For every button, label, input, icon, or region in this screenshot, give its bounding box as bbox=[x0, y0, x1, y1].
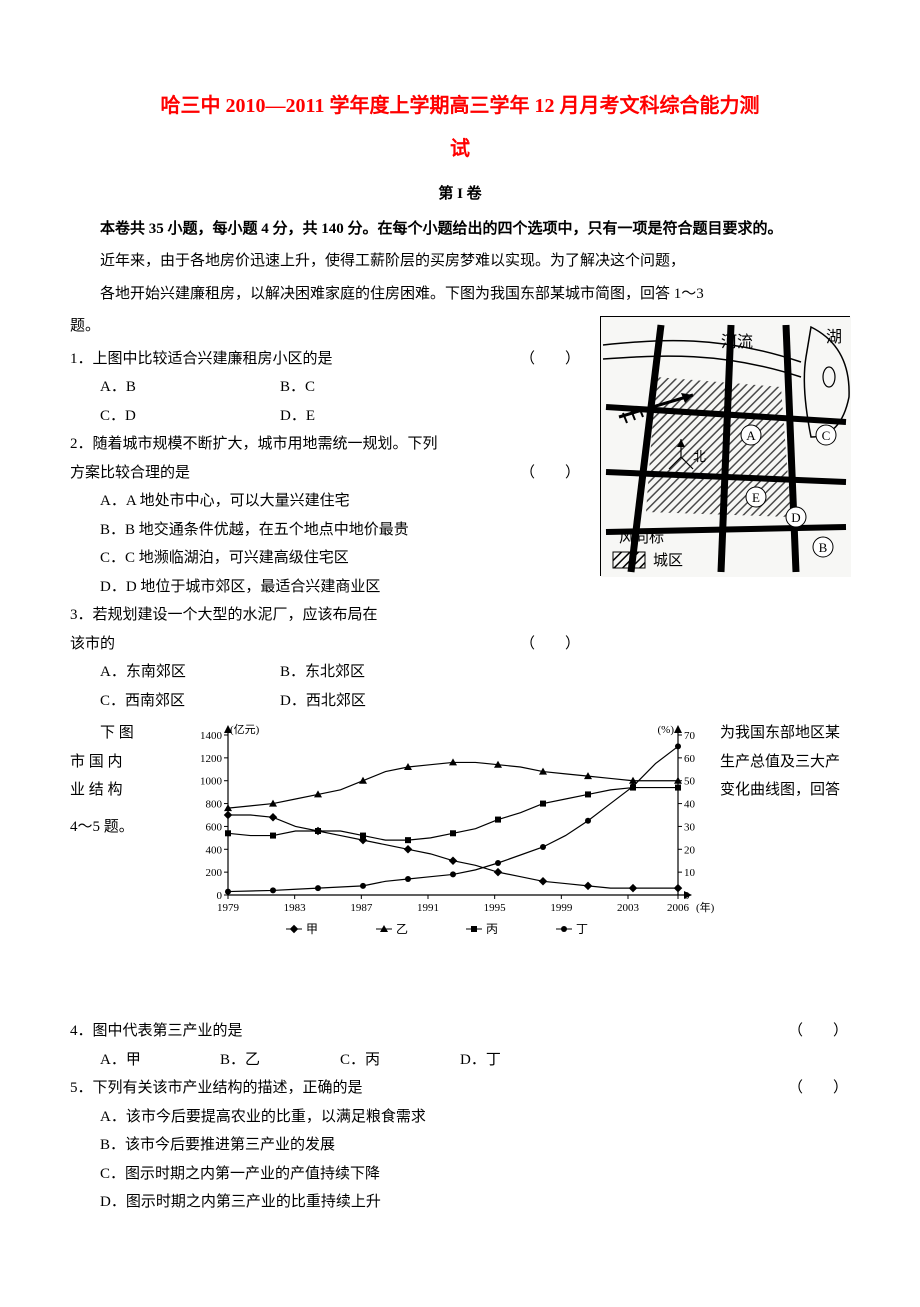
svg-text:1987: 1987 bbox=[350, 902, 373, 914]
map-label-c: C bbox=[822, 428, 831, 443]
svg-text:1991: 1991 bbox=[417, 902, 439, 914]
svg-text:400: 400 bbox=[206, 844, 223, 856]
svg-text:丁: 丁 bbox=[576, 922, 588, 936]
chart-intro-r3: 变化曲线图，回答 bbox=[720, 776, 850, 805]
q3-stem-line1: 3．若规划建设一个大型的水泥厂，应该布局在 bbox=[70, 601, 850, 630]
svg-text:200: 200 bbox=[206, 867, 223, 879]
map-legend-label: 城区 bbox=[653, 552, 683, 569]
svg-text:600: 600 bbox=[206, 821, 223, 833]
q5-opt-a: A．该市今后要提高农业的比重，以满足粮食需求 bbox=[70, 1103, 850, 1132]
svg-text:0: 0 bbox=[684, 890, 690, 902]
svg-text:2006: 2006 bbox=[667, 902, 690, 914]
svg-text:40: 40 bbox=[684, 799, 696, 811]
q5-opt-b: B．该市今后要推进第三产业的发展 bbox=[70, 1131, 850, 1160]
svg-text:丙: 丙 bbox=[486, 922, 498, 936]
chart-block: 下 图 市 国 内 业 结 构 4～5 题。 为我国东部地区某 生产总值及三大产… bbox=[70, 717, 850, 947]
intro-p1: 近年来，由于各地房价迅速上升，使得工薪阶层的买房梦难以实现。为了解决这个问题， bbox=[70, 247, 850, 276]
chart-intro-l1: 下 图 bbox=[70, 719, 180, 748]
q3-options-row1: A．东南郊区B．东北郊区 bbox=[70, 658, 850, 687]
q2-stem-line2: 方案比较合理的是 （ ） bbox=[70, 459, 850, 488]
svg-text:(%): (%) bbox=[658, 724, 675, 736]
instruction-text: 本卷共 35 小题，每小题 4 分，共 140 分。在每个小题给出的四个选项中，… bbox=[70, 215, 850, 244]
svg-text:70: 70 bbox=[684, 730, 696, 742]
q1-stem: 1．上图中比较适合兴建廉租房小区的是 （ ） bbox=[70, 345, 850, 374]
svg-text:甲: 甲 bbox=[306, 922, 318, 936]
svg-text:30: 30 bbox=[684, 821, 696, 833]
intro-p2: 各地开始兴建廉租房，以解决困难家庭的住房困难。下图为我国东部某城市简图，回答 1… bbox=[70, 280, 850, 309]
page-title: 哈三中 2010—2011 学年度上学期高三学年 12 月月考文科综合能力测 bbox=[70, 90, 850, 122]
q3-options-row2: C．西南郊区D．西北郊区 bbox=[70, 687, 850, 716]
svg-text:1979: 1979 bbox=[217, 902, 240, 914]
svg-text:2003: 2003 bbox=[617, 902, 640, 914]
svg-text:800: 800 bbox=[206, 799, 223, 811]
section-heading: 第 I 卷 bbox=[70, 180, 850, 209]
line-chart: 0 200 400 600 800 1000 1200 1400 (亿元) 0 10 20 30 40 50… bbox=[180, 717, 720, 947]
svg-text:10: 10 bbox=[684, 867, 696, 879]
chart-intro-l3: 业 结 构 bbox=[70, 776, 180, 805]
svg-text:(年): (年) bbox=[696, 900, 715, 914]
svg-text:1400: 1400 bbox=[200, 730, 223, 742]
svg-text:(亿元): (亿元) bbox=[230, 723, 260, 736]
svg-text:0: 0 bbox=[217, 890, 223, 902]
svg-text:60: 60 bbox=[684, 753, 696, 765]
map-lake-label: 湖 bbox=[826, 328, 842, 346]
chart-intro-l4: 4～5 题。 bbox=[70, 813, 180, 842]
q5-opt-c: C．图示时期之内第一产业的产值持续下降 bbox=[70, 1160, 850, 1189]
q4-options: A．甲B．乙C．丙D．丁 bbox=[70, 1046, 850, 1075]
svg-text:50: 50 bbox=[684, 776, 696, 788]
map-label-b: B bbox=[819, 540, 828, 555]
q5-opt-d: D．图示时期之内第三产业的比重持续上升 bbox=[70, 1188, 850, 1217]
chart-intro-r1: 为我国东部地区某 bbox=[720, 719, 850, 748]
svg-text:1995: 1995 bbox=[484, 902, 507, 914]
chart-intro-l2: 市 国 内 bbox=[70, 748, 180, 777]
svg-text:1200: 1200 bbox=[200, 753, 223, 765]
q5-stem: （ ） 5．下列有关该市产业结构的描述，正确的是 bbox=[70, 1074, 850, 1103]
map-wind-label: 风向标 bbox=[619, 529, 664, 546]
q3-stem-line2: 该市的 （ ） bbox=[70, 630, 850, 659]
svg-text:1000: 1000 bbox=[200, 776, 223, 788]
map-label-a: A bbox=[746, 428, 756, 443]
svg-text:20: 20 bbox=[684, 844, 696, 856]
svg-text:1983: 1983 bbox=[284, 902, 307, 914]
svg-text:1999: 1999 bbox=[550, 902, 573, 914]
map-label-d: D bbox=[791, 510, 800, 525]
chart-intro-r2: 生产总值及三大产 bbox=[720, 748, 850, 777]
svg-text:乙: 乙 bbox=[396, 922, 408, 936]
page-title-cont: 试 bbox=[70, 130, 850, 168]
map-label-e: E bbox=[752, 490, 760, 505]
q4-stem: （ ） 4．图中代表第三产业的是 bbox=[70, 1017, 850, 1046]
